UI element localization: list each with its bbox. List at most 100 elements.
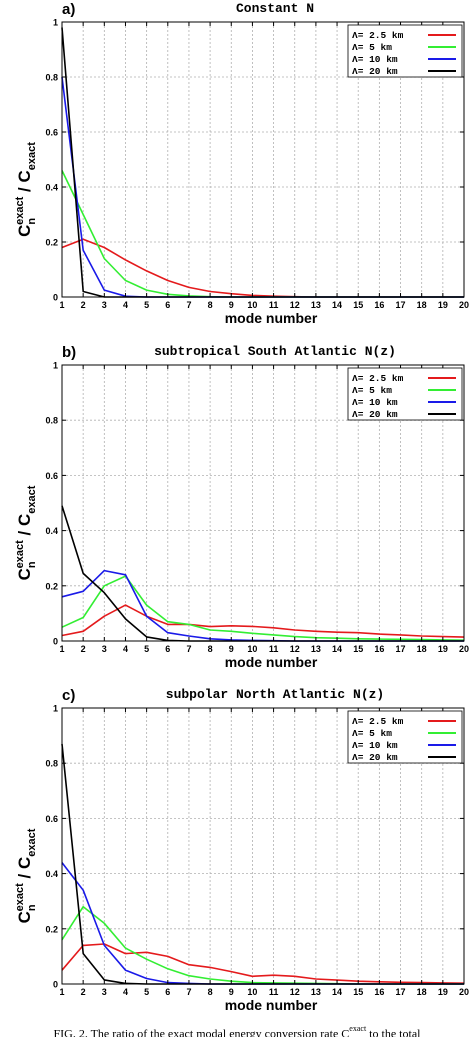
x-tick-label: 10	[247, 644, 257, 654]
legend-label: Λ= 5 km	[352, 728, 392, 739]
legend-label: Λ= 5 km	[352, 385, 392, 396]
x-tick-label: 2	[81, 300, 86, 310]
x-tick-label: 6	[165, 300, 170, 310]
x-tick-label: 11	[269, 987, 279, 997]
x-tick-label: 12	[290, 987, 300, 997]
y-axis-label-part: n	[26, 218, 38, 225]
series-line-1	[61, 238, 464, 298]
y-axis-label-part: /	[15, 183, 34, 197]
y-axis-label-part: C	[15, 568, 34, 580]
legend-label: Λ= 20 km	[352, 409, 398, 420]
x-tick-label: 15	[353, 987, 363, 997]
x-tick-label: 2	[81, 644, 86, 654]
panel-letter: a)	[62, 1, 75, 18]
x-tick-label: 20	[459, 300, 469, 310]
chart-title: subtropical South Atlantic N(z)	[154, 344, 396, 359]
x-tick-label: 7	[186, 644, 191, 654]
x-tick-label: 4	[123, 644, 128, 654]
y-tick-label: 0.8	[45, 416, 58, 426]
x-tick-label: 13	[311, 987, 321, 997]
y-axis-label-part: exact	[26, 142, 38, 170]
y-axis-label-part: n	[26, 561, 38, 568]
chart-title: Constant N	[236, 1, 314, 16]
chart-panel-2: 1 2 3 4 5 6 7 8 9 10 11 12 13 14 15 16 17 18 19 2000.20.40.…	[14, 344, 469, 670]
x-tick-label: 12	[290, 300, 300, 310]
y-axis-label: Cnexact / Cexact	[14, 485, 38, 580]
x-tick-label: 11	[269, 644, 279, 654]
x-tick-label: 6	[165, 987, 170, 997]
series-line-1	[61, 943, 465, 984]
y-tick-label: 0.4	[45, 869, 58, 879]
legend-label: Λ= 5 km	[352, 42, 392, 53]
y-tick-label: 1	[53, 704, 58, 714]
y-tick-label: 0.6	[45, 471, 58, 481]
series-line-3	[61, 569, 464, 642]
series-line-2	[61, 905, 464, 985]
x-tick-label: 2	[81, 987, 86, 997]
x-tick-label: 3	[102, 300, 107, 310]
legend-label: Λ= 2.5 km	[352, 716, 404, 727]
panel-letter: c)	[62, 687, 75, 704]
chart-panel-1: 1 2 3 4 5 6 7 8 9 10 11 12 13 14 15 16 17 18 19 2000.20.40.…	[14, 1, 469, 326]
x-tick-label: 3	[102, 644, 107, 654]
x-tick-label: 9	[229, 644, 234, 654]
x-tick-label: 8	[208, 644, 213, 654]
x-tick-label: 19	[438, 644, 448, 654]
plot-frame	[61, 707, 465, 985]
x-tick-label: 13	[311, 644, 321, 654]
legend-box	[347, 367, 463, 421]
legend-label: Λ= 10 km	[352, 740, 398, 751]
y-axis-label-part: C	[15, 514, 34, 526]
legend-label: Λ= 20 km	[352, 752, 398, 763]
x-tick-label: 10	[247, 987, 257, 997]
y-tick-label: 0.8	[45, 759, 58, 769]
y-tick-label: 1	[53, 361, 58, 371]
y-axis-label-part: n	[26, 904, 38, 911]
legend-label: Λ= 2.5 km	[352, 30, 404, 41]
x-tick-label: 6	[165, 644, 170, 654]
x-axis-label: mode number	[225, 310, 318, 326]
legend-label: Λ= 10 km	[352, 54, 398, 65]
x-tick-label: 15	[353, 300, 363, 310]
y-axis-label-part: C	[15, 170, 34, 182]
y-axis-label: Cnexact / Cexact	[14, 142, 38, 237]
x-tick-label: 18	[417, 644, 427, 654]
x-tick-label: 10	[247, 300, 257, 310]
x-tick-label: 12	[290, 644, 300, 654]
y-tick-label: 0	[53, 637, 58, 647]
y-axis-label-part: exact	[14, 540, 26, 568]
series-line-4	[61, 743, 464, 985]
x-tick-label: 16	[374, 300, 384, 310]
x-tick-label: 20	[459, 987, 469, 997]
x-tick-label: 11	[269, 300, 279, 310]
y-axis-label-part: exact	[26, 828, 38, 856]
x-tick-label: 9	[229, 300, 234, 310]
y-axis-label-part: exact	[14, 883, 26, 911]
x-tick-label: 5	[144, 644, 149, 654]
x-tick-label: 1	[59, 987, 64, 997]
series-line-3	[61, 862, 464, 985]
x-tick-label: 14	[332, 300, 342, 310]
x-tick-label: 18	[417, 300, 427, 310]
legend-label: Λ= 2.5 km	[352, 373, 404, 384]
panel-letter: b)	[62, 344, 76, 361]
x-tick-label: 4	[123, 300, 128, 310]
x-tick-label: 13	[311, 300, 321, 310]
y-axis-label-part: /	[15, 869, 34, 883]
y-tick-label: 0.6	[45, 128, 58, 138]
caption-text: FIG. 2. The ratio of the exact modal ene…	[53, 1026, 350, 1037]
x-tick-label: 18	[417, 987, 427, 997]
y-axis-label-part: exact	[26, 485, 38, 513]
y-axis-label-part: C	[15, 911, 34, 923]
x-tick-label: 7	[186, 300, 191, 310]
plot-frame	[61, 21, 465, 298]
legend-label: Λ= 20 km	[352, 66, 398, 77]
x-tick-label: 14	[332, 987, 342, 997]
x-axis-label: mode number	[225, 997, 318, 1013]
caption-sup: exact	[349, 1024, 367, 1033]
x-tick-label: 20	[459, 644, 469, 654]
x-tick-label: 17	[396, 300, 406, 310]
x-tick-label: 7	[186, 987, 191, 997]
y-tick-label: 0.2	[45, 924, 58, 934]
